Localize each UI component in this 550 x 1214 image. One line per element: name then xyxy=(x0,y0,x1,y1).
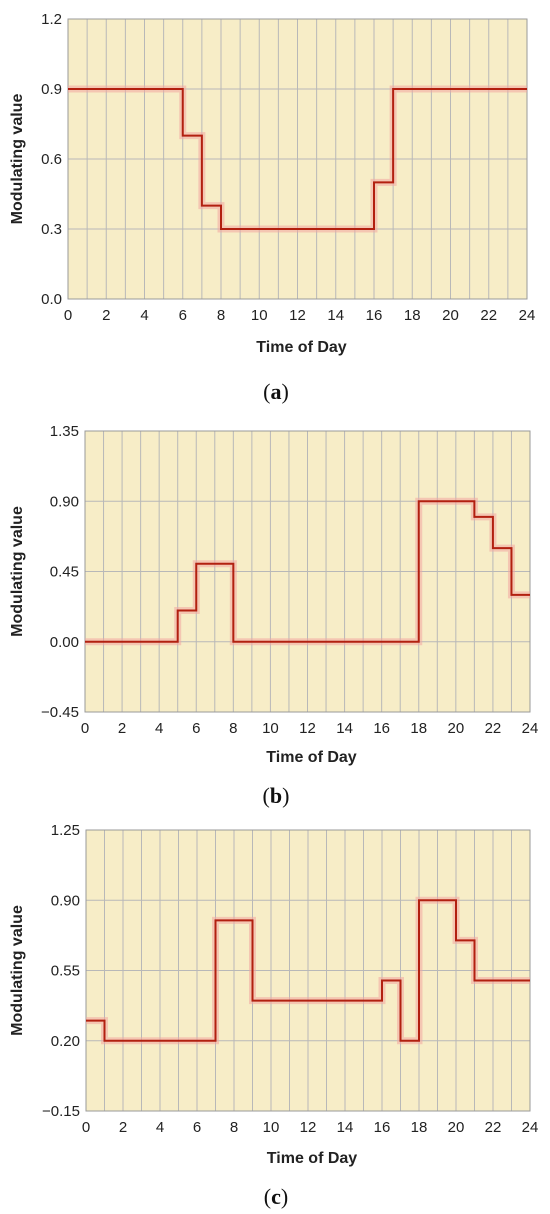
x-tick-label: 18 xyxy=(404,307,421,324)
y-axis-label: Modulating value xyxy=(9,94,26,225)
x-tick-label: 22 xyxy=(480,307,497,324)
x-axis-label: Time of Day xyxy=(267,1150,358,1167)
x-tick-label: 14 xyxy=(337,1119,354,1136)
y-tick-label: 0.00 xyxy=(50,634,79,651)
x-tick-label: 4 xyxy=(140,307,148,324)
x-tick-label: 6 xyxy=(179,307,187,324)
y-tick-label: 0.6 xyxy=(41,151,62,168)
panel-caption-letter: b xyxy=(270,783,282,808)
y-tick-label: 0.90 xyxy=(50,493,79,510)
panel-caption-letter: a xyxy=(271,379,282,404)
panel-caption: (c) xyxy=(264,1184,288,1209)
x-tick-label: 2 xyxy=(119,1119,127,1136)
x-tick-label: 24 xyxy=(519,307,536,324)
x-tick-label: 24 xyxy=(522,1119,539,1136)
series-line xyxy=(85,500,530,643)
y-tick-label: 0.45 xyxy=(50,564,79,581)
y-tick-label: 0.90 xyxy=(51,892,80,909)
y-tick-label: −0.45 xyxy=(41,704,79,721)
series-line xyxy=(86,899,530,1042)
y-tick-label: −0.15 xyxy=(42,1103,80,1120)
x-axis-label: Time of Day xyxy=(256,339,347,356)
x-axis-label: Time of Day xyxy=(266,749,357,766)
x-tick-label: 0 xyxy=(82,1119,90,1136)
panel-caption: (a) xyxy=(263,379,289,404)
y-axis-label: Modulating value xyxy=(9,506,26,637)
x-tick-label: 16 xyxy=(374,1119,391,1136)
x-tick-label: 10 xyxy=(251,307,268,324)
y-tick-label: 0.0 xyxy=(41,291,62,308)
x-tick-label: 14 xyxy=(327,307,344,324)
plot-border xyxy=(67,18,528,300)
y-tick-label: 0.55 xyxy=(51,963,80,980)
x-tick-label: 20 xyxy=(448,1119,465,1136)
x-tick-label: 10 xyxy=(262,720,279,737)
panel-caption: (b) xyxy=(263,783,290,808)
x-tick-label: 24 xyxy=(522,720,539,737)
x-tick-label: 10 xyxy=(263,1119,280,1136)
x-tick-label: 20 xyxy=(447,720,464,737)
x-tick-label: 12 xyxy=(289,307,306,324)
x-tick-label: 16 xyxy=(373,720,390,737)
chart-panel-c: 0 2 4 6 8 10 12 14 16 18 20 22 24−0.150.200.550.901.… xyxy=(9,822,538,1209)
x-tick-label: 18 xyxy=(410,720,427,737)
x-tick-label: 2 xyxy=(118,720,126,737)
x-tick-label: 6 xyxy=(192,720,200,737)
panel-caption-letter: c xyxy=(271,1184,281,1209)
x-tick-label: 18 xyxy=(411,1119,428,1136)
y-tick-label: 1.25 xyxy=(51,822,80,839)
plot-border xyxy=(85,829,531,1112)
x-tick-label: 22 xyxy=(485,1119,502,1136)
chart-panel-b: 0 2 4 6 8 10 12 14 16 18 20 22 24−0.450.000.450.901.… xyxy=(9,423,538,808)
x-tick-label: 8 xyxy=(217,307,225,324)
y-axis-label: Modulating value xyxy=(9,905,26,1036)
y-tick-label: 1.35 xyxy=(50,423,79,440)
x-tick-label: 4 xyxy=(155,720,163,737)
x-tick-label: 8 xyxy=(230,1119,238,1136)
x-tick-label: 22 xyxy=(485,720,502,737)
x-tick-label: 6 xyxy=(193,1119,201,1136)
x-tick-label: 12 xyxy=(299,720,316,737)
chart-panel-a: 0 2 4 6 8 10 12 14 16 18 20 22 240.00.30.60.91.2Time… xyxy=(9,11,535,404)
y-tick-label: 0.3 xyxy=(41,221,62,238)
x-tick-label: 12 xyxy=(300,1119,317,1136)
x-tick-label: 16 xyxy=(366,307,383,324)
y-tick-label: 0.9 xyxy=(41,81,62,98)
x-tick-label: 8 xyxy=(229,720,237,737)
x-tick-label: 2 xyxy=(102,307,110,324)
x-tick-label: 0 xyxy=(64,307,72,324)
x-tick-label: 20 xyxy=(442,307,459,324)
x-tick-label: 4 xyxy=(156,1119,164,1136)
x-tick-label: 14 xyxy=(336,720,353,737)
y-tick-label: 1.2 xyxy=(41,11,62,28)
y-tick-label: 0.20 xyxy=(51,1033,80,1050)
plot-border xyxy=(84,430,531,713)
series-line xyxy=(68,88,527,230)
x-tick-label: 0 xyxy=(81,720,89,737)
